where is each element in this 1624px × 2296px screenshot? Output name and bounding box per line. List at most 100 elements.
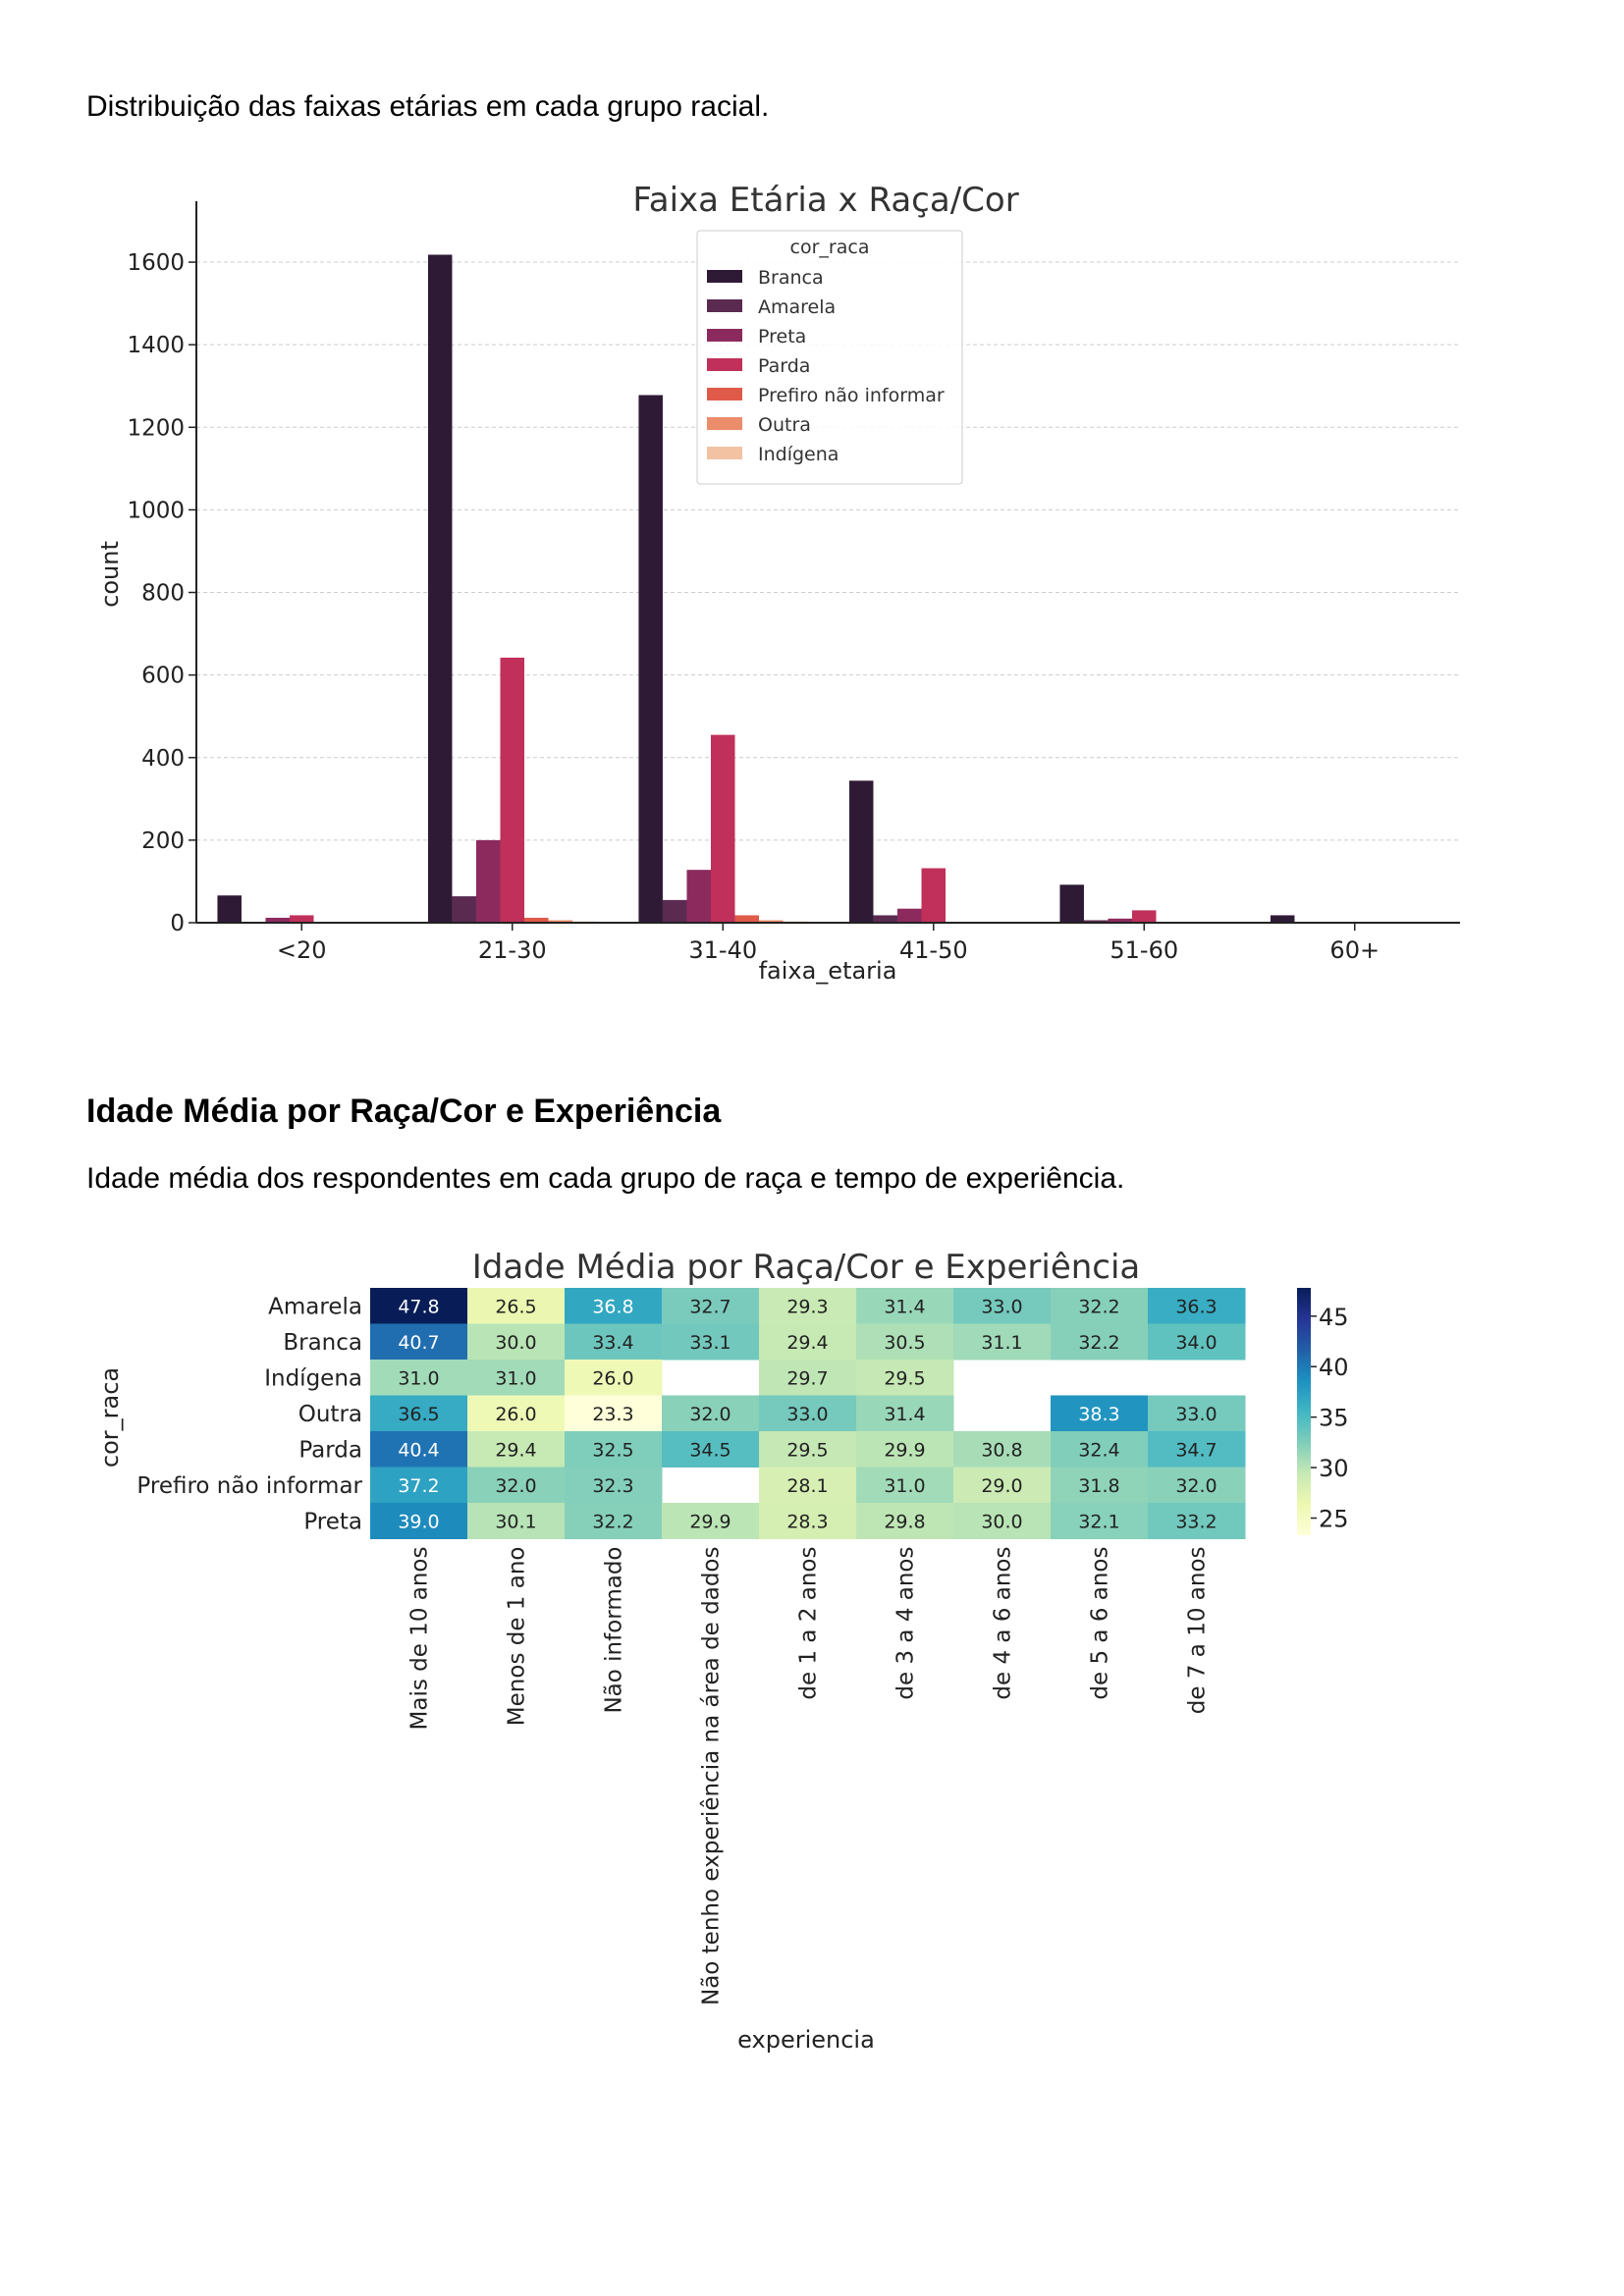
heatmap-cell xyxy=(1148,1323,1246,1361)
heatmap-cell xyxy=(1051,1467,1149,1504)
heatmap-cell xyxy=(370,1467,468,1504)
heatmap-row-label: Parda xyxy=(298,1437,362,1463)
heatmap-cell xyxy=(1148,1395,1246,1432)
heatmap-col-label: Menos de 1 ano xyxy=(505,1547,530,1727)
heatmap-cell xyxy=(370,1323,468,1361)
heatmap-cell-value: 32.3 xyxy=(592,1475,633,1497)
heatmap-cell-value: 28.3 xyxy=(786,1511,828,1532)
heatmap-cell-value: 32.7 xyxy=(689,1296,731,1317)
legend-swatch xyxy=(707,417,742,430)
heatmap-cell-value: 34.0 xyxy=(1175,1332,1217,1354)
heatmap-cell-value: 23.3 xyxy=(592,1404,633,1425)
heatmap-cell-value: 32.5 xyxy=(592,1439,633,1461)
y-tick-label: 600 xyxy=(141,664,185,689)
heatmap-cell xyxy=(565,1360,663,1396)
heatmap-cell-value: 29.5 xyxy=(786,1439,828,1461)
x-tick-label: 41-50 xyxy=(899,936,968,964)
heatmap-cell-value: 29.4 xyxy=(495,1439,536,1461)
heatmap-cell xyxy=(565,1431,663,1468)
heatmap-cell-value: 30.0 xyxy=(495,1332,536,1354)
legend-swatch xyxy=(707,329,742,342)
heatmap-cell xyxy=(662,1431,760,1468)
heatmap-cell-value: 26.0 xyxy=(592,1367,633,1389)
bar xyxy=(475,839,501,923)
bar-chart-title: Faixa Etária x Raça/Cor xyxy=(632,181,1018,220)
colorbar-tick-label: 45 xyxy=(1319,1304,1349,1331)
heatmap-row-label: Prefiro não informar xyxy=(136,1473,362,1499)
heatmap-cell-value: 31.8 xyxy=(1078,1475,1119,1497)
intro-paragraph: Distribuição das faixas etárias em cada … xyxy=(86,90,770,123)
heatmap-cell-value: 40.4 xyxy=(398,1439,439,1461)
x-tick-label: 51-60 xyxy=(1110,936,1178,964)
heatmap-cell xyxy=(1148,1288,1246,1324)
heatmap-cell-value: 29.9 xyxy=(689,1511,731,1532)
heatmap-col-label: de 1 a 2 anos xyxy=(796,1547,822,1700)
heatmap-cell-value: 37.2 xyxy=(398,1475,439,1497)
heatmap-cell-value: 29.9 xyxy=(884,1439,925,1461)
bar-chart-xlabel: faixa_etaria xyxy=(759,957,897,985)
heatmap-cell-value: 30.0 xyxy=(981,1511,1022,1532)
legend-swatch xyxy=(707,299,742,312)
heatmap-cell xyxy=(759,1395,857,1432)
heatmap-row-label: Branca xyxy=(283,1330,362,1356)
heatmap-cell-value: 32.1 xyxy=(1078,1511,1119,1532)
heatmap-cell-value: 26.5 xyxy=(495,1296,536,1317)
heatmap-cell-value: 33.1 xyxy=(689,1332,731,1354)
heatmap-cell xyxy=(1148,1431,1246,1468)
legend-box xyxy=(696,230,963,485)
heatmap-cell xyxy=(565,1395,663,1432)
bar xyxy=(265,917,290,923)
heatmap-cell-value: 32.0 xyxy=(1175,1475,1217,1497)
bar xyxy=(524,917,549,923)
heatmap-cell xyxy=(856,1360,954,1396)
bar xyxy=(1083,920,1109,923)
heatmap-col-label: de 3 a 4 anos xyxy=(893,1547,919,1700)
heatmap-cell-value: 31.4 xyxy=(884,1404,925,1425)
bar xyxy=(662,899,687,923)
heatmap-cell-value: 29.7 xyxy=(786,1367,828,1389)
heatmap-cell xyxy=(370,1360,468,1396)
heatmap-cell-value: 36.5 xyxy=(398,1404,439,1425)
heatmap-cell xyxy=(759,1467,857,1504)
heatmap-cell xyxy=(565,1323,663,1361)
heatmap-col-label: de 4 a 6 anos xyxy=(991,1547,1016,1700)
heatmap-colorbar: 25 30 35 40 45 xyxy=(1297,1288,1349,1535)
bar xyxy=(686,870,711,923)
heatmap-cell-value: 31.1 xyxy=(981,1332,1022,1354)
bar xyxy=(848,780,874,923)
heatmap-cell xyxy=(370,1431,468,1468)
heatmap-cell-value: 30.5 xyxy=(884,1332,925,1354)
bar xyxy=(1131,910,1157,923)
bar xyxy=(427,254,453,923)
heatmap-cell xyxy=(856,1395,954,1432)
heatmap-cell xyxy=(662,1323,760,1361)
bar xyxy=(548,920,573,923)
heatmap-cell xyxy=(856,1288,954,1324)
bar xyxy=(500,657,525,923)
heatmap-cell-value: 33.4 xyxy=(592,1332,633,1354)
heatmap-cell xyxy=(759,1503,857,1539)
heatmap-col-label: Não tenho experiência na área de dados xyxy=(699,1547,725,2006)
heatmap-cell xyxy=(662,1503,760,1539)
heatmap-row-label: Preta xyxy=(303,1509,362,1534)
legend-label: Preta xyxy=(758,326,806,347)
bar xyxy=(289,915,314,923)
heatmap-row-label: Amarela xyxy=(268,1294,362,1319)
bar-chart-ylabel: count xyxy=(96,541,124,608)
heatmap-cell-value: 39.0 xyxy=(398,1511,439,1532)
heatmap-col-label: de 5 a 6 anos xyxy=(1088,1547,1113,1700)
heatmap-cell xyxy=(467,1467,566,1504)
bar xyxy=(873,915,897,923)
heatmap-col-label: Não informado xyxy=(602,1547,627,1714)
section-heading: Idade Média por Raça/Cor e Experiência xyxy=(86,1093,722,1130)
bar-chart: Faixa Etária x Raça/Cor count faixa_etar… xyxy=(96,181,1460,985)
heatmap-col-label: de 7 a 10 anos xyxy=(1185,1547,1211,1715)
heatmap-cell-value: 31.0 xyxy=(495,1367,536,1389)
bar xyxy=(638,395,663,923)
x-tick-label: 21-30 xyxy=(478,936,547,964)
heatmap-cell xyxy=(856,1323,954,1361)
legend-label: Parda xyxy=(758,355,810,377)
heatmap-cell-value: 33.2 xyxy=(1175,1511,1217,1532)
legend-swatch xyxy=(707,358,742,371)
heatmap-cell xyxy=(759,1360,857,1396)
